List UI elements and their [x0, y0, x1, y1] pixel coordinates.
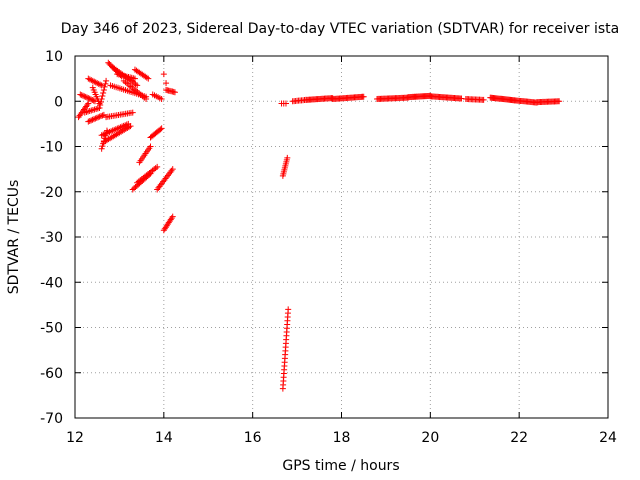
- data-point: [284, 154, 291, 161]
- data-point: [78, 92, 85, 99]
- data-point: [154, 163, 161, 170]
- data-point: [83, 94, 90, 101]
- data-point: [97, 81, 104, 88]
- data-point: [82, 93, 89, 100]
- x-tick-label: 20: [421, 430, 439, 446]
- x-tick-label: 14: [155, 430, 173, 446]
- data-point: [163, 80, 170, 87]
- data-point: [360, 93, 367, 100]
- data-point: [86, 95, 93, 102]
- data-point: [90, 116, 97, 123]
- data-point: [88, 117, 95, 124]
- data-point: [85, 100, 92, 107]
- data-point: [145, 75, 152, 82]
- data-point: [158, 95, 165, 102]
- data-point: [95, 114, 102, 121]
- y-tick-label: -30: [40, 230, 63, 246]
- data-point: [102, 80, 109, 87]
- data-point: [480, 96, 487, 103]
- data-points: [75, 59, 563, 392]
- data-point: [99, 92, 106, 99]
- y-tick-label: -60: [40, 366, 63, 382]
- data-point: [129, 109, 136, 116]
- y-tick-label: 10: [45, 49, 63, 65]
- data-point: [160, 71, 167, 78]
- data-point: [77, 91, 84, 98]
- data-point: [169, 213, 176, 220]
- data-point: [556, 98, 563, 105]
- y-tick-label: -40: [40, 275, 63, 291]
- y-tick-label: -10: [40, 140, 63, 156]
- data-point: [143, 74, 150, 81]
- y-tick-label: -50: [40, 321, 63, 337]
- x-tick-label: 22: [510, 430, 528, 446]
- data-point: [97, 102, 104, 109]
- axis-ticks: 12 14 16 18 20 22 24 -70 -60 -50 -40 -30 -20 -10 0 10: [40, 49, 617, 446]
- data-point: [98, 95, 105, 102]
- data-point: [143, 95, 150, 102]
- data-point: [99, 143, 106, 150]
- data-point: [100, 89, 107, 96]
- y-axis-label: SDTVAR / TECUs: [6, 180, 22, 295]
- data-point: [147, 143, 154, 150]
- grid-lines: [75, 56, 608, 418]
- data-point: [103, 77, 110, 84]
- data-point: [169, 166, 176, 173]
- data-point: [92, 115, 99, 122]
- x-tick-label: 16: [244, 430, 262, 446]
- data-point: [97, 99, 104, 106]
- data-point: [98, 113, 105, 120]
- data-point: [90, 97, 97, 104]
- data-point: [134, 82, 141, 89]
- data-point: [157, 126, 164, 133]
- data-point: [99, 112, 106, 119]
- x-tick-label: 12: [66, 430, 84, 446]
- x-tick-label: 18: [333, 430, 351, 446]
- data-point: [79, 92, 86, 99]
- data-point: [93, 114, 100, 121]
- data-point: [98, 145, 105, 152]
- data-point: [158, 125, 165, 132]
- x-axis-label: GPS time / hours: [282, 458, 399, 474]
- data-point: [101, 83, 108, 90]
- data-point: [89, 116, 96, 123]
- data-point: [131, 75, 138, 82]
- data-point: [86, 117, 93, 124]
- data-point: [85, 118, 92, 125]
- y-tick-label: -20: [40, 185, 63, 201]
- chart-title: Day 346 of 2023, Sidereal Day-to-day VTE…: [61, 21, 619, 37]
- data-point: [100, 86, 107, 93]
- data-point: [127, 123, 134, 130]
- y-tick-label: -70: [40, 411, 63, 427]
- data-point: [87, 96, 94, 103]
- data-point: [171, 89, 178, 96]
- data-point: [285, 306, 292, 313]
- data-point: [96, 113, 103, 120]
- data-point: [89, 97, 96, 104]
- data-point: [282, 100, 289, 107]
- data-point: [96, 105, 103, 112]
- data-point: [85, 95, 92, 102]
- y-tick-label: 0: [54, 94, 63, 110]
- x-tick-label: 24: [599, 430, 617, 446]
- data-point: [81, 93, 88, 100]
